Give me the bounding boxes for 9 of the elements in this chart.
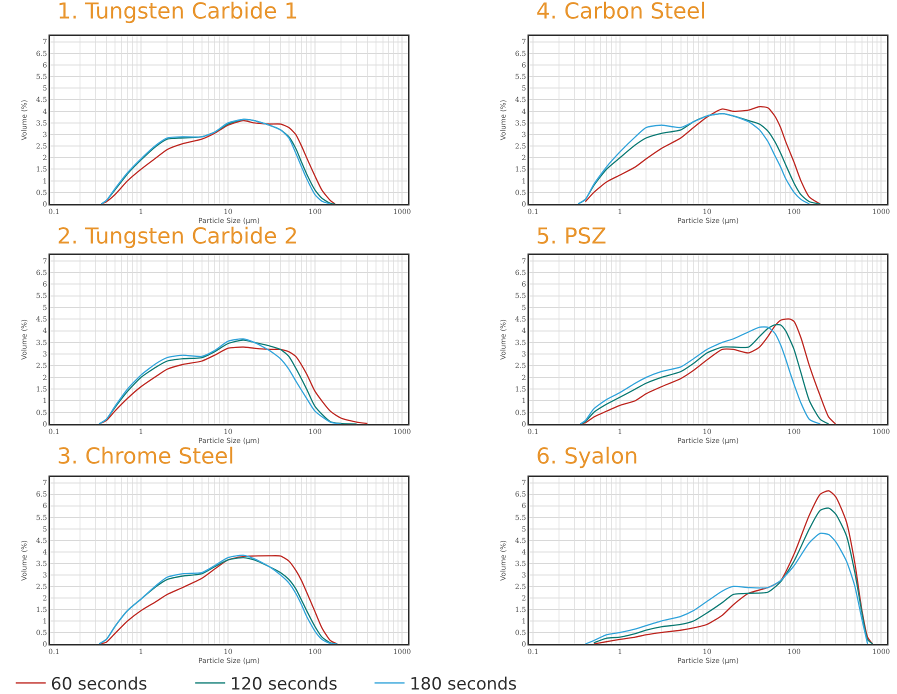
chart-title: 4. Carbon Steel [536, 0, 706, 24]
legend-label: 120 seconds [230, 674, 338, 694]
chart-title: 5. PSZ [536, 224, 606, 250]
chart-title: 1. Tungsten Carbide 1 [57, 0, 298, 24]
chart-title: 3. Chrome Steel [57, 444, 234, 470]
legend-label: 180 seconds [410, 674, 518, 694]
legend-label: 60 seconds [50, 674, 148, 694]
chart-title: 2. Tungsten Carbide 2 [57, 224, 298, 250]
chart-title: 6. Syalon [536, 444, 638, 470]
